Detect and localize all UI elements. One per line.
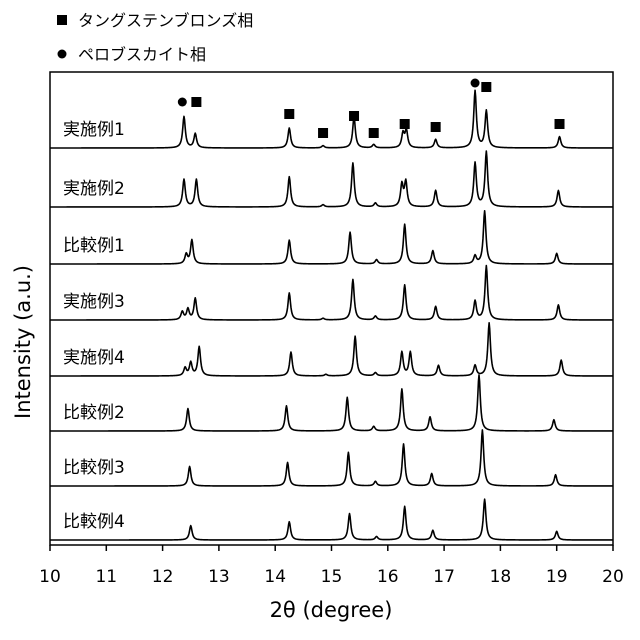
tungsten-bronze-phase-marker bbox=[555, 119, 565, 129]
phase-markers bbox=[178, 79, 565, 139]
tungsten-bronze-phase-marker bbox=[318, 128, 328, 138]
xrd-trace bbox=[50, 266, 613, 320]
traces bbox=[50, 90, 613, 540]
x-tick-label: 19 bbox=[546, 567, 568, 587]
x-axis: 10 11 12 13 14 15 16 17 18 19 20 bbox=[39, 545, 624, 587]
legend: タングステンブロンズ相 ペロブスカイト相 bbox=[57, 11, 253, 64]
legend-circle-marker bbox=[58, 50, 67, 59]
sample-label: 実施例3 bbox=[63, 292, 125, 312]
sample-label: 比較例4 bbox=[63, 512, 125, 532]
x-tick-label: 10 bbox=[39, 567, 61, 587]
x-tick-label: 14 bbox=[264, 567, 286, 587]
perovskite-phase-marker bbox=[178, 98, 187, 107]
legend-label-tungsten-bronze: タングステンブロンズ相 bbox=[78, 11, 253, 30]
x-tick-label: 18 bbox=[490, 567, 512, 587]
xrd-trace bbox=[50, 151, 613, 207]
tungsten-bronze-phase-marker bbox=[431, 122, 441, 132]
sample-labels: 実施例1 実施例2 比較例1 実施例3 実施例4 比較例2 比較例3 比較例4 bbox=[63, 120, 125, 532]
tungsten-bronze-phase-marker bbox=[369, 128, 379, 138]
x-tick-label: 15 bbox=[321, 567, 343, 587]
xrd-trace bbox=[50, 211, 613, 264]
tungsten-bronze-phase-marker bbox=[400, 119, 410, 129]
legend-square-marker bbox=[57, 15, 67, 25]
legend-label-perovskite: ペロブスカイト相 bbox=[78, 45, 206, 64]
xrd-trace bbox=[50, 323, 613, 376]
xrd-trace bbox=[50, 375, 613, 431]
xrd-trace bbox=[50, 90, 613, 148]
tungsten-bronze-phase-marker bbox=[284, 109, 294, 119]
y-axis-title: Intensity (a.u.) bbox=[11, 265, 35, 419]
perovskite-phase-marker bbox=[471, 79, 480, 88]
tungsten-bronze-phase-marker bbox=[191, 97, 201, 107]
xrd-trace bbox=[50, 499, 613, 540]
sample-label: 比較例1 bbox=[63, 236, 125, 256]
tungsten-bronze-phase-marker bbox=[481, 82, 491, 92]
x-tick-label: 13 bbox=[208, 567, 230, 587]
sample-label: 比較例3 bbox=[63, 458, 125, 478]
x-tick-label: 12 bbox=[152, 567, 174, 587]
x-axis-title: 2θ (degree) bbox=[270, 598, 393, 622]
x-tick-label: 11 bbox=[95, 567, 117, 587]
x-tick-label: 17 bbox=[433, 567, 455, 587]
plot-frame bbox=[50, 72, 613, 545]
sample-label: 実施例1 bbox=[63, 120, 125, 140]
sample-label: 実施例2 bbox=[63, 179, 125, 199]
x-tick-label: 20 bbox=[602, 567, 624, 587]
sample-label: 比較例2 bbox=[63, 403, 125, 423]
xrd-trace bbox=[50, 430, 613, 486]
sample-label: 実施例4 bbox=[63, 348, 125, 368]
x-tick-label: 16 bbox=[377, 567, 399, 587]
